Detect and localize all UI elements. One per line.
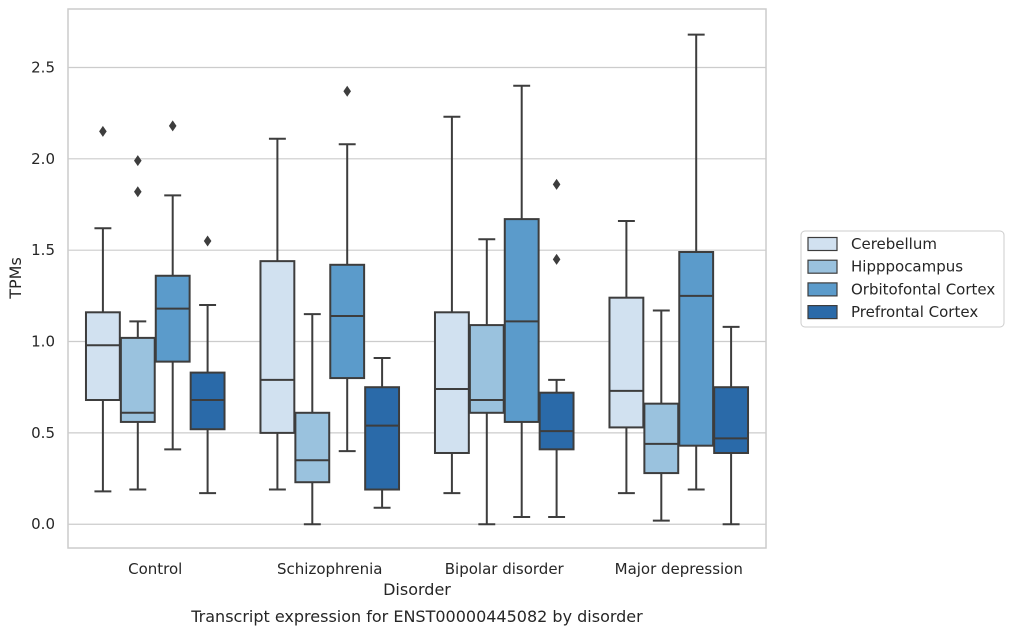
box-3-2 bbox=[678, 33, 715, 491]
legend-label: Cerebellum bbox=[851, 235, 937, 253]
x-tick-labels: Control Schizophrenia Bipolar disorder Majo… bbox=[128, 560, 743, 578]
y-tick-labels: 0.0 0.5 1.0 1.5 2.0 2.5 bbox=[31, 58, 55, 533]
box-0-0 bbox=[84, 125, 121, 493]
outlier-point bbox=[343, 85, 351, 97]
box-iqr bbox=[329, 263, 366, 380]
box-3-0 bbox=[608, 219, 645, 495]
box-1-3 bbox=[364, 356, 401, 509]
box-2-0 bbox=[433, 115, 470, 495]
y-tick-label: 2.5 bbox=[31, 58, 55, 76]
box-iqr bbox=[643, 402, 680, 475]
y-tick-label: 1.5 bbox=[31, 241, 55, 259]
y-tick-label: 2.0 bbox=[31, 150, 55, 168]
chart-caption: Transcript expression for ENST0000044508… bbox=[190, 607, 643, 626]
outlier-point bbox=[203, 235, 212, 247]
box-iqr bbox=[713, 386, 750, 454]
x-tick-label: Control bbox=[128, 560, 182, 578]
legend-swatch bbox=[807, 282, 838, 297]
legend-swatch bbox=[807, 305, 838, 320]
y-axis-title: TPMs bbox=[6, 257, 25, 300]
legend: Cerebellum Hipppocampus Orbitofontal Corte… bbox=[800, 230, 1005, 328]
box-iqr bbox=[119, 336, 156, 423]
box-2-2 bbox=[503, 84, 540, 518]
legend-label: Orbitofontal Cortex bbox=[851, 280, 995, 298]
plot-frame bbox=[67, 8, 767, 549]
outlier-point bbox=[168, 120, 177, 132]
outlier-point bbox=[134, 186, 142, 198]
box-3-3 bbox=[713, 325, 750, 526]
box-iqr bbox=[608, 296, 645, 429]
box-iqr bbox=[154, 274, 191, 363]
legend-label: Hipppocampus bbox=[851, 258, 963, 276]
box-0-3 bbox=[189, 235, 226, 495]
x-tick-label: Bipolar disorder bbox=[445, 560, 565, 578]
outlier-point bbox=[552, 253, 561, 265]
box-1-2 bbox=[329, 85, 366, 453]
outlier-point bbox=[552, 178, 561, 190]
box-1-1 bbox=[294, 313, 331, 526]
legend-swatch bbox=[807, 259, 838, 274]
box-iqr bbox=[364, 386, 401, 491]
box-iqr bbox=[468, 324, 505, 414]
box-0-2 bbox=[154, 120, 191, 451]
box-iqr bbox=[678, 251, 715, 447]
outlier-point bbox=[134, 155, 142, 167]
boxes bbox=[84, 33, 750, 526]
box-iqr bbox=[433, 311, 470, 454]
y-tick-label: 1.0 bbox=[31, 333, 55, 351]
box-0-1 bbox=[119, 155, 156, 491]
box-1-0 bbox=[259, 137, 296, 491]
legend-swatch bbox=[807, 236, 838, 252]
box-3-1 bbox=[643, 309, 680, 522]
x-tick-label: Schizophrenia bbox=[277, 560, 382, 578]
legend-items: Cerebellum Hipppocampus Orbitofontal Corte… bbox=[807, 235, 995, 321]
y-tick-label: 0.0 bbox=[31, 515, 55, 533]
y-tick-label: 0.5 bbox=[31, 424, 55, 442]
outlier-point bbox=[99, 125, 107, 137]
x-axis-title: Disorder bbox=[383, 580, 451, 599]
x-tick-label: Major depression bbox=[615, 560, 743, 578]
box-iqr bbox=[84, 311, 121, 402]
legend-frame bbox=[800, 230, 1005, 328]
legend-label: Prefrontal Cortex bbox=[851, 303, 978, 321]
box-iqr bbox=[259, 260, 296, 434]
box-2-1 bbox=[468, 238, 505, 526]
box-iqr bbox=[294, 411, 331, 484]
box-2-3 bbox=[538, 178, 575, 518]
box-iqr bbox=[538, 391, 575, 451]
